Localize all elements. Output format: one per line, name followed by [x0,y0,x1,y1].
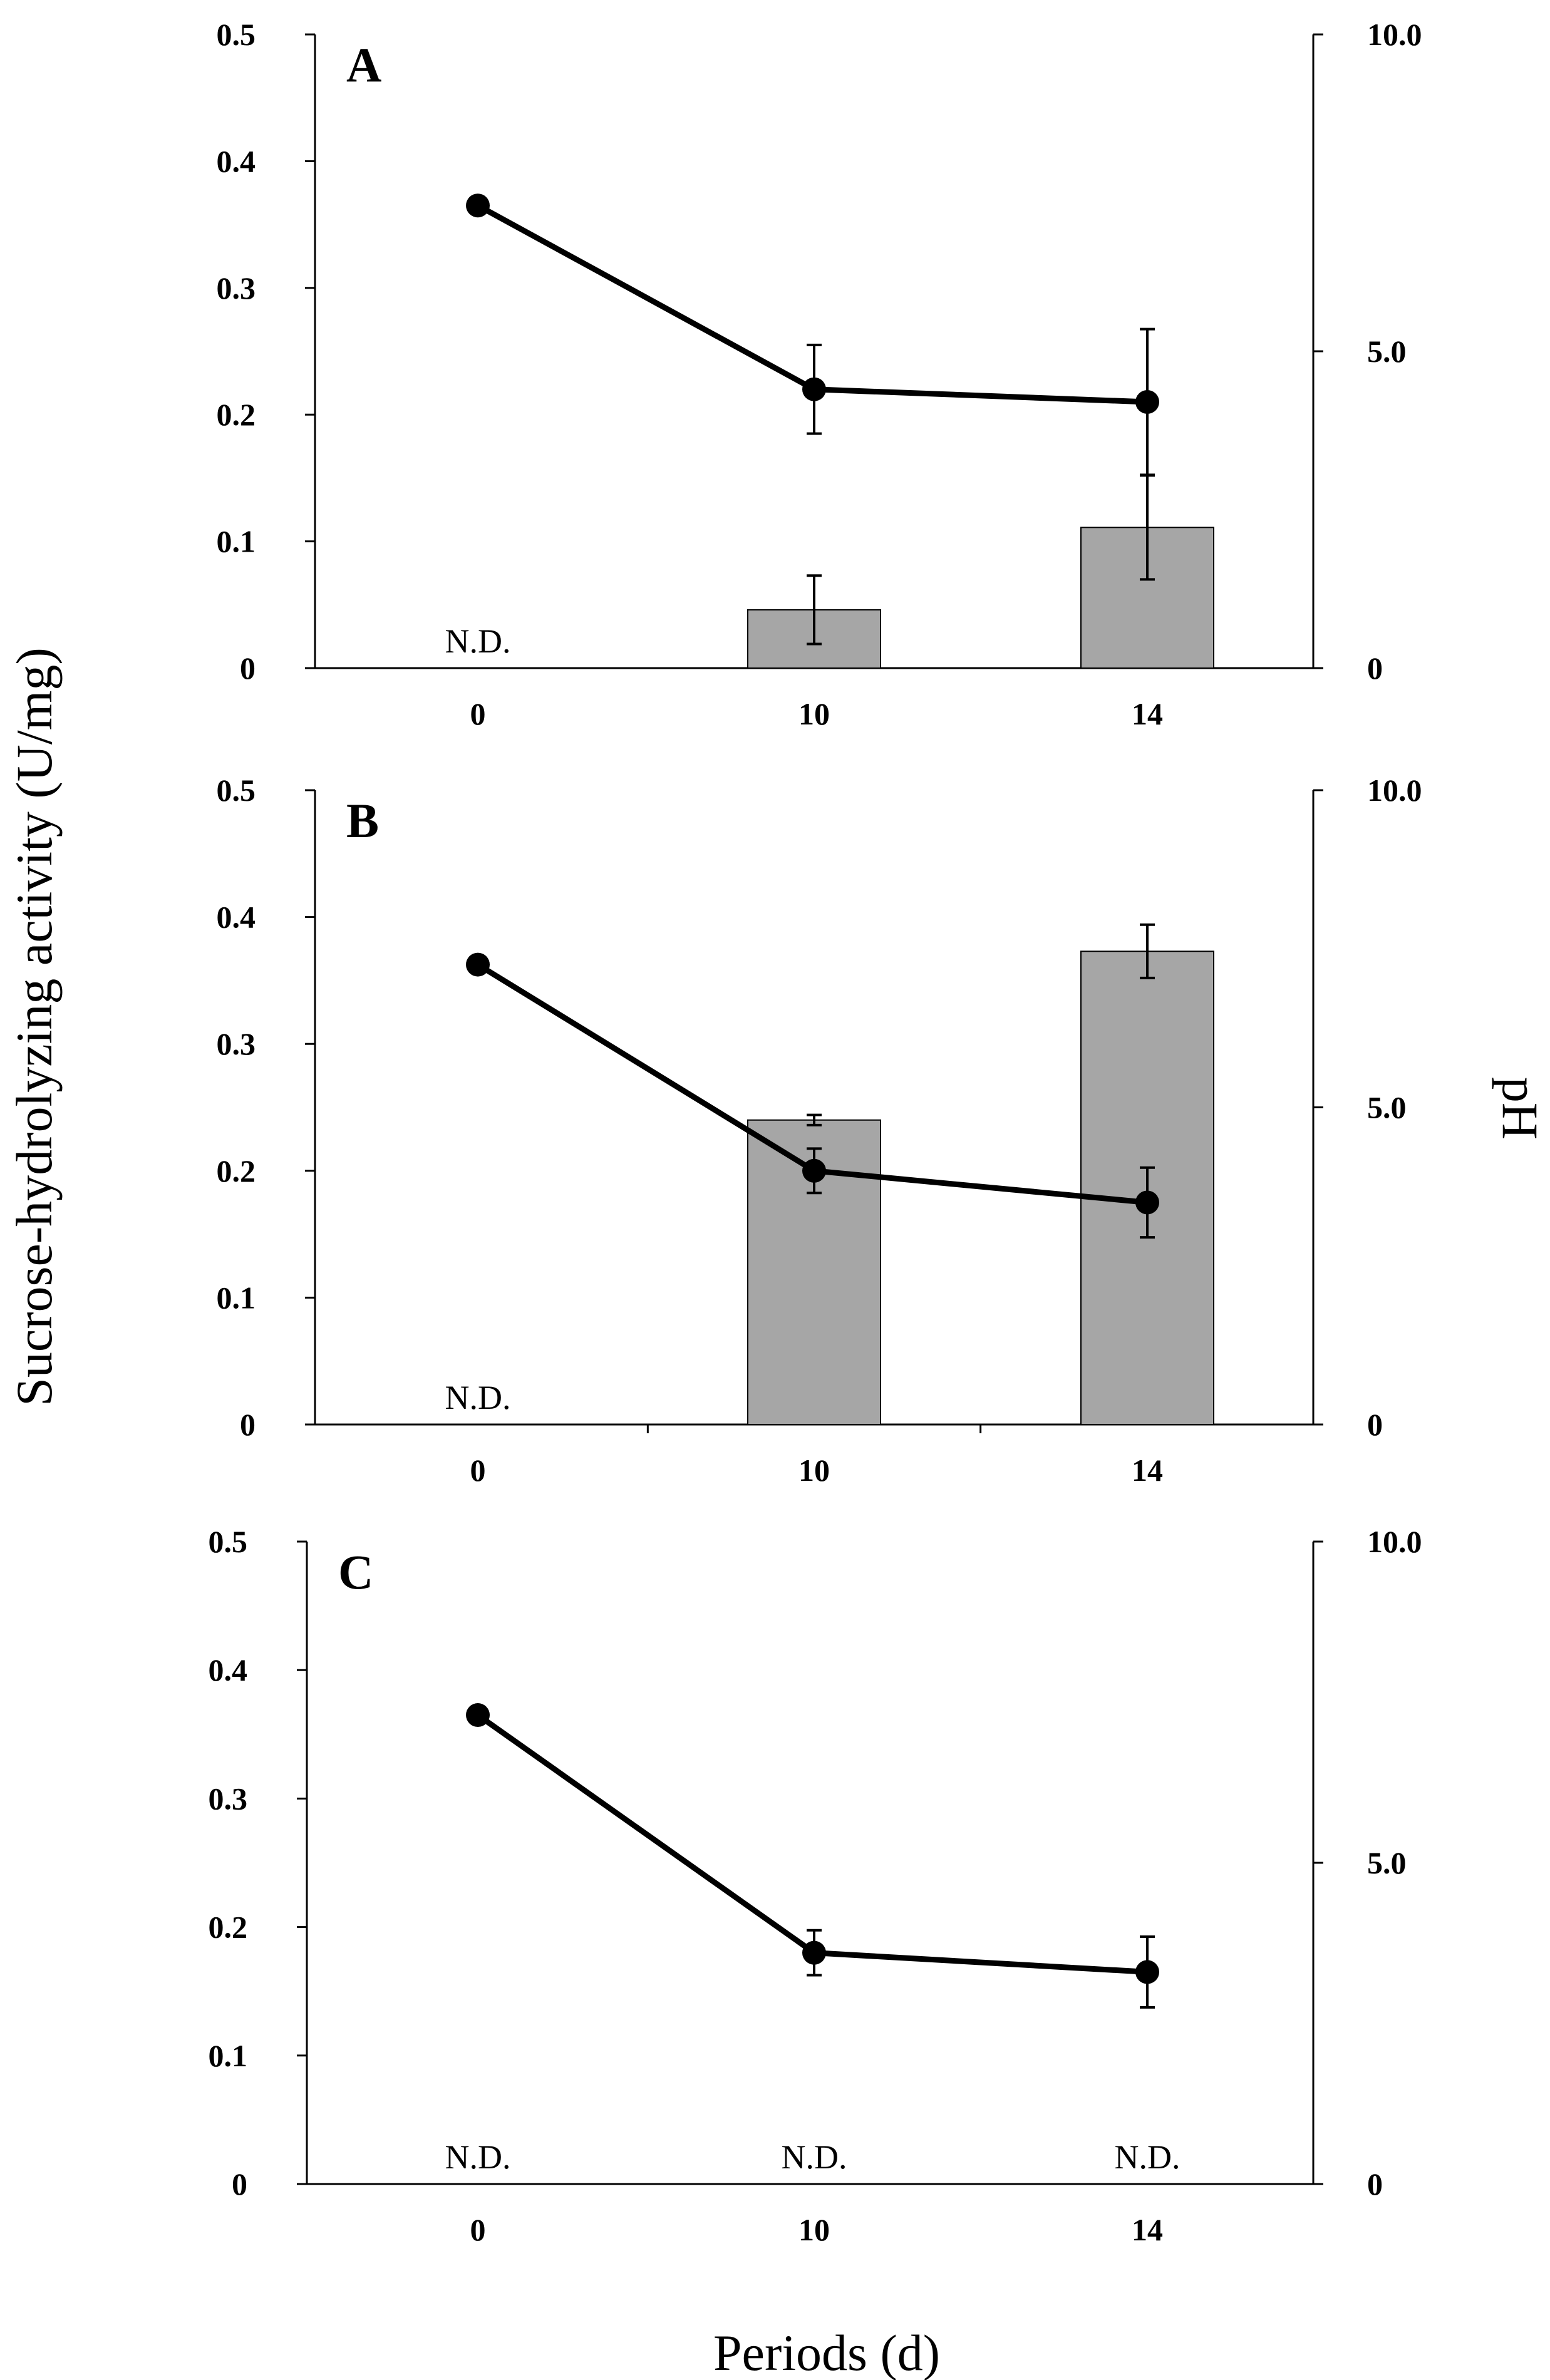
panel-letter: C [338,1545,373,1599]
left-tick-label: 0.4 [217,143,256,178]
left-tick-label: 0.5 [209,1524,248,1559]
left-tick-label: 0.5 [217,17,256,52]
left-tick-label: 0.5 [217,773,256,808]
left-tick-label: 0.1 [217,1280,256,1315]
ph-point [1135,1960,1159,1984]
nd-label: N.D. [782,2138,847,2176]
right-tick-label: 10.0 [1367,1524,1422,1559]
ph-point [466,1703,490,1728]
right-axis-title: pH [1492,1077,1549,1140]
x-tick-label: 10 [798,2212,830,2247]
left-tick-label: 0 [232,2166,247,2202]
activity-error-bar [1140,923,1155,979]
left-tick-label: 0.3 [209,1781,248,1816]
nd-label: N.D. [445,1379,511,1416]
right-tick-label: 5.0 [1367,334,1407,369]
x-tick-label: 10 [798,696,830,731]
nd-label: N.D. [445,622,511,660]
ph-line [476,1713,1148,1975]
ph-point [802,1158,826,1183]
panel-b: 0 0.1 0.2 0.3 0.4 0.5 0 5.0 10.0 0 10 14 B N.D. [217,773,1422,1488]
x-tick-label: 0 [470,2212,486,2247]
left-tick-label: 0.4 [217,900,256,935]
left-tick-label: 0.3 [217,1026,256,1061]
ph-point [466,193,490,218]
left-tick-label: 0.1 [209,2038,248,2073]
x-tick-label: 14 [1132,2212,1163,2247]
left-tick-label: 0.4 [209,1652,248,1687]
x-axis-title: Periods (d) [713,2324,940,2380]
right-tick-label: 5.0 [1367,1090,1407,1125]
left-tick-label: 0.2 [217,397,256,432]
x-tick-label: 0 [470,1453,486,1488]
x-tick-label: 14 [1132,1453,1163,1488]
left-tick-label: 0.2 [217,1153,256,1188]
panel-letter: A [346,38,381,92]
panel-c: 0 0.1 0.2 0.3 0.4 0.5 0 5.0 10.0 0 10 14 C N.D. N.D. N.… [209,1524,1422,2247]
ph-point [466,952,490,977]
x-tick-label: 0 [470,696,486,731]
nd-label: N.D. [445,2138,511,2176]
nd-label: N.D. [1115,2138,1181,2176]
right-tick-label: 10.0 [1367,773,1422,808]
right-tick-label: 0 [1367,1407,1383,1442]
right-tick-label: 5.0 [1367,1845,1407,1880]
left-tick-label: 0.1 [217,524,256,559]
ph-line [476,203,1148,405]
panel-letter: B [346,793,379,848]
right-tick-label: 0 [1367,651,1383,686]
left-tick-label: 0.2 [209,1910,248,1945]
activity-error-bar [807,1113,822,1126]
left-tick-label: 0.3 [217,270,256,306]
left-axis-title: Sucrose-hydrolyzing activity (U/mg) [6,647,63,1406]
activity-error-bar [807,574,822,646]
right-tick-label: 0 [1367,2166,1383,2202]
ph-point [802,377,826,401]
panel-a: 0 0.1 0.2 0.3 0.4 0.5 0 5.0 10.0 0 10 14 A N.D. [217,17,1422,731]
left-tick-label: 0 [240,651,256,686]
x-tick-label: 14 [1132,696,1163,731]
ph-point [1135,389,1159,414]
panels: 0 0.1 0.2 0.3 0.4 0.5 0 5.0 10.0 0 10 14 A N.D. 0 0.1 0.… [209,17,1422,2247]
ph-point [802,1940,826,1965]
left-tick-label: 0 [240,1407,256,1442]
ph-point [1135,1190,1159,1215]
right-tick-label: 10.0 [1367,17,1422,52]
x-tick-label: 10 [798,1453,830,1488]
